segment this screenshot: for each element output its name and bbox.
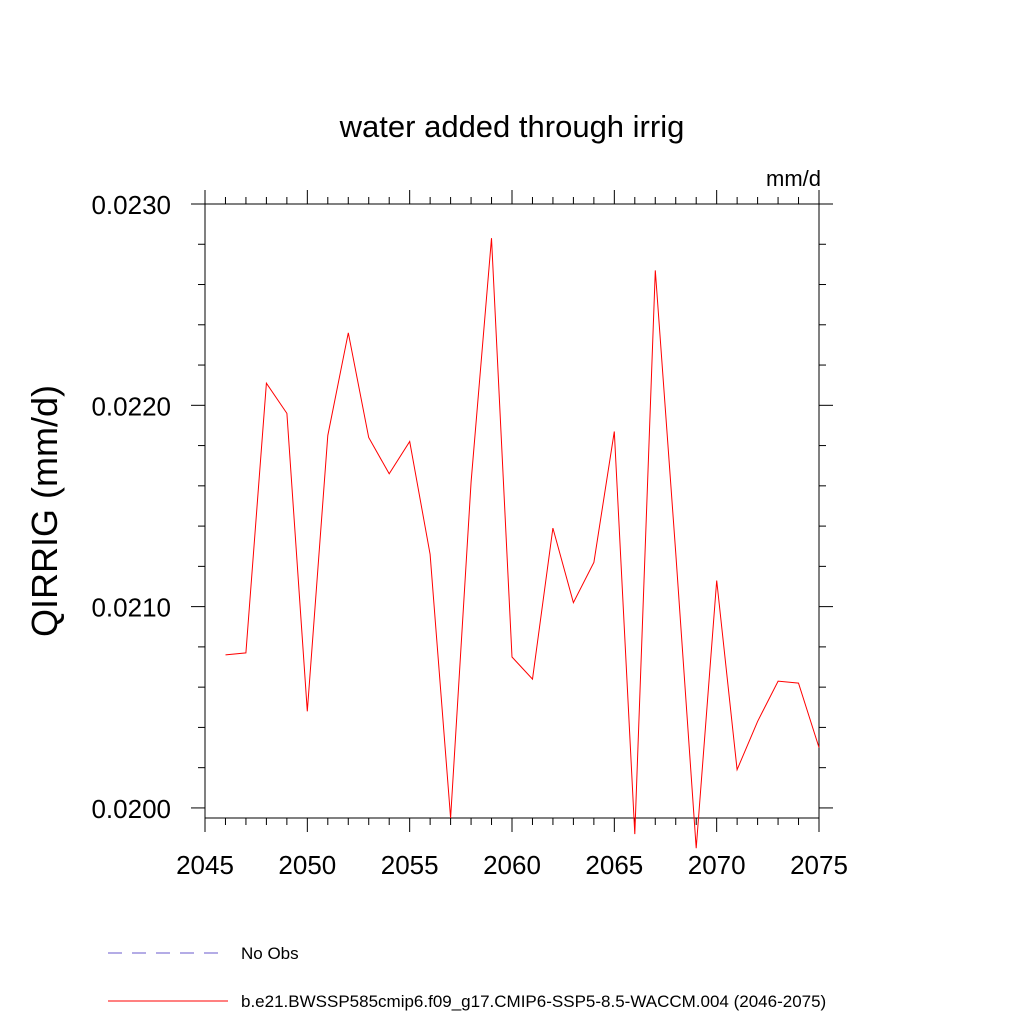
y-axis-label: QIRRIG (mm/d) bbox=[24, 385, 65, 637]
y-tick-label: 0.0210 bbox=[91, 593, 171, 623]
x-tick-label: 2045 bbox=[176, 850, 234, 880]
y-tick-label: 0.0230 bbox=[91, 190, 171, 220]
legend-label: No Obs bbox=[241, 944, 299, 963]
chart-title: water added through irrig bbox=[339, 109, 685, 144]
x-tick-label: 2070 bbox=[688, 850, 746, 880]
legend-label: b.e21.BWSSP585cmip6.f09_g17.CMIP6-SSP5-8… bbox=[241, 992, 826, 1011]
series-lines bbox=[225, 238, 820, 849]
x-tick-label: 2075 bbox=[790, 850, 848, 880]
x-tick-label: 2065 bbox=[585, 850, 643, 880]
series-line bbox=[225, 238, 820, 849]
x-tick-label: 2055 bbox=[381, 850, 439, 880]
units-label: mm/d bbox=[766, 166, 821, 191]
y-tick-label: 0.0200 bbox=[91, 794, 171, 824]
axis-ticks bbox=[191, 190, 833, 832]
y-tick-label: 0.0220 bbox=[91, 391, 171, 421]
axis-tick-labels: 2045 2050 2055 2060 2065 2070 2075 0.0200 0.0210… bbox=[91, 190, 847, 880]
x-tick-label: 2050 bbox=[278, 850, 336, 880]
x-tick-label: 2060 bbox=[483, 850, 541, 880]
plot-frame bbox=[204, 203, 820, 819]
legend: No Obs b.e21.BWSSP585cmip6.f09_g17.CMIP6-… bbox=[108, 944, 826, 1011]
